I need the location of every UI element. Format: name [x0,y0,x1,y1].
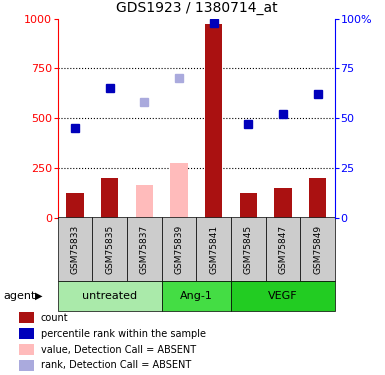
Bar [239,193,257,217]
Bar [58,281,162,311]
Bar [309,178,326,218]
Bar [19,312,33,323]
Text: GSM75847: GSM75847 [278,225,288,274]
Bar [205,24,222,217]
Text: GSM75841: GSM75841 [209,225,218,274]
Bar [92,217,127,281]
Bar [19,328,33,339]
Text: GSM75849: GSM75849 [313,225,322,274]
Bar [136,185,153,218]
Bar [266,217,300,281]
Text: GSM75835: GSM75835 [105,225,114,274]
Bar [67,193,84,217]
Text: rank, Detection Call = ABSENT: rank, Detection Call = ABSENT [41,360,191,370]
Bar [170,163,188,218]
Bar [274,188,292,218]
Text: Ang-1: Ang-1 [180,291,213,301]
Bar [127,217,162,281]
Text: GSM75839: GSM75839 [174,225,184,274]
Text: GSM75833: GSM75833 [70,225,80,274]
Text: ▶: ▶ [35,291,42,301]
Bar [300,217,335,281]
Bar [19,344,33,355]
Text: GSM75837: GSM75837 [140,225,149,274]
Bar [19,360,33,371]
Bar [231,217,266,281]
Text: VEGF: VEGF [268,291,298,301]
Text: untreated: untreated [82,291,137,301]
Text: agent: agent [4,291,36,301]
Bar [196,217,231,281]
Title: GDS1923 / 1380714_at: GDS1923 / 1380714_at [116,1,277,15]
Text: count: count [41,313,69,322]
Bar [58,217,92,281]
Bar [162,281,231,311]
Text: GSM75845: GSM75845 [244,225,253,274]
Bar [162,217,196,281]
Text: percentile rank within the sample: percentile rank within the sample [41,328,206,339]
Bar [101,178,119,218]
Bar [231,281,335,311]
Text: value, Detection Call = ABSENT: value, Detection Call = ABSENT [41,345,196,354]
